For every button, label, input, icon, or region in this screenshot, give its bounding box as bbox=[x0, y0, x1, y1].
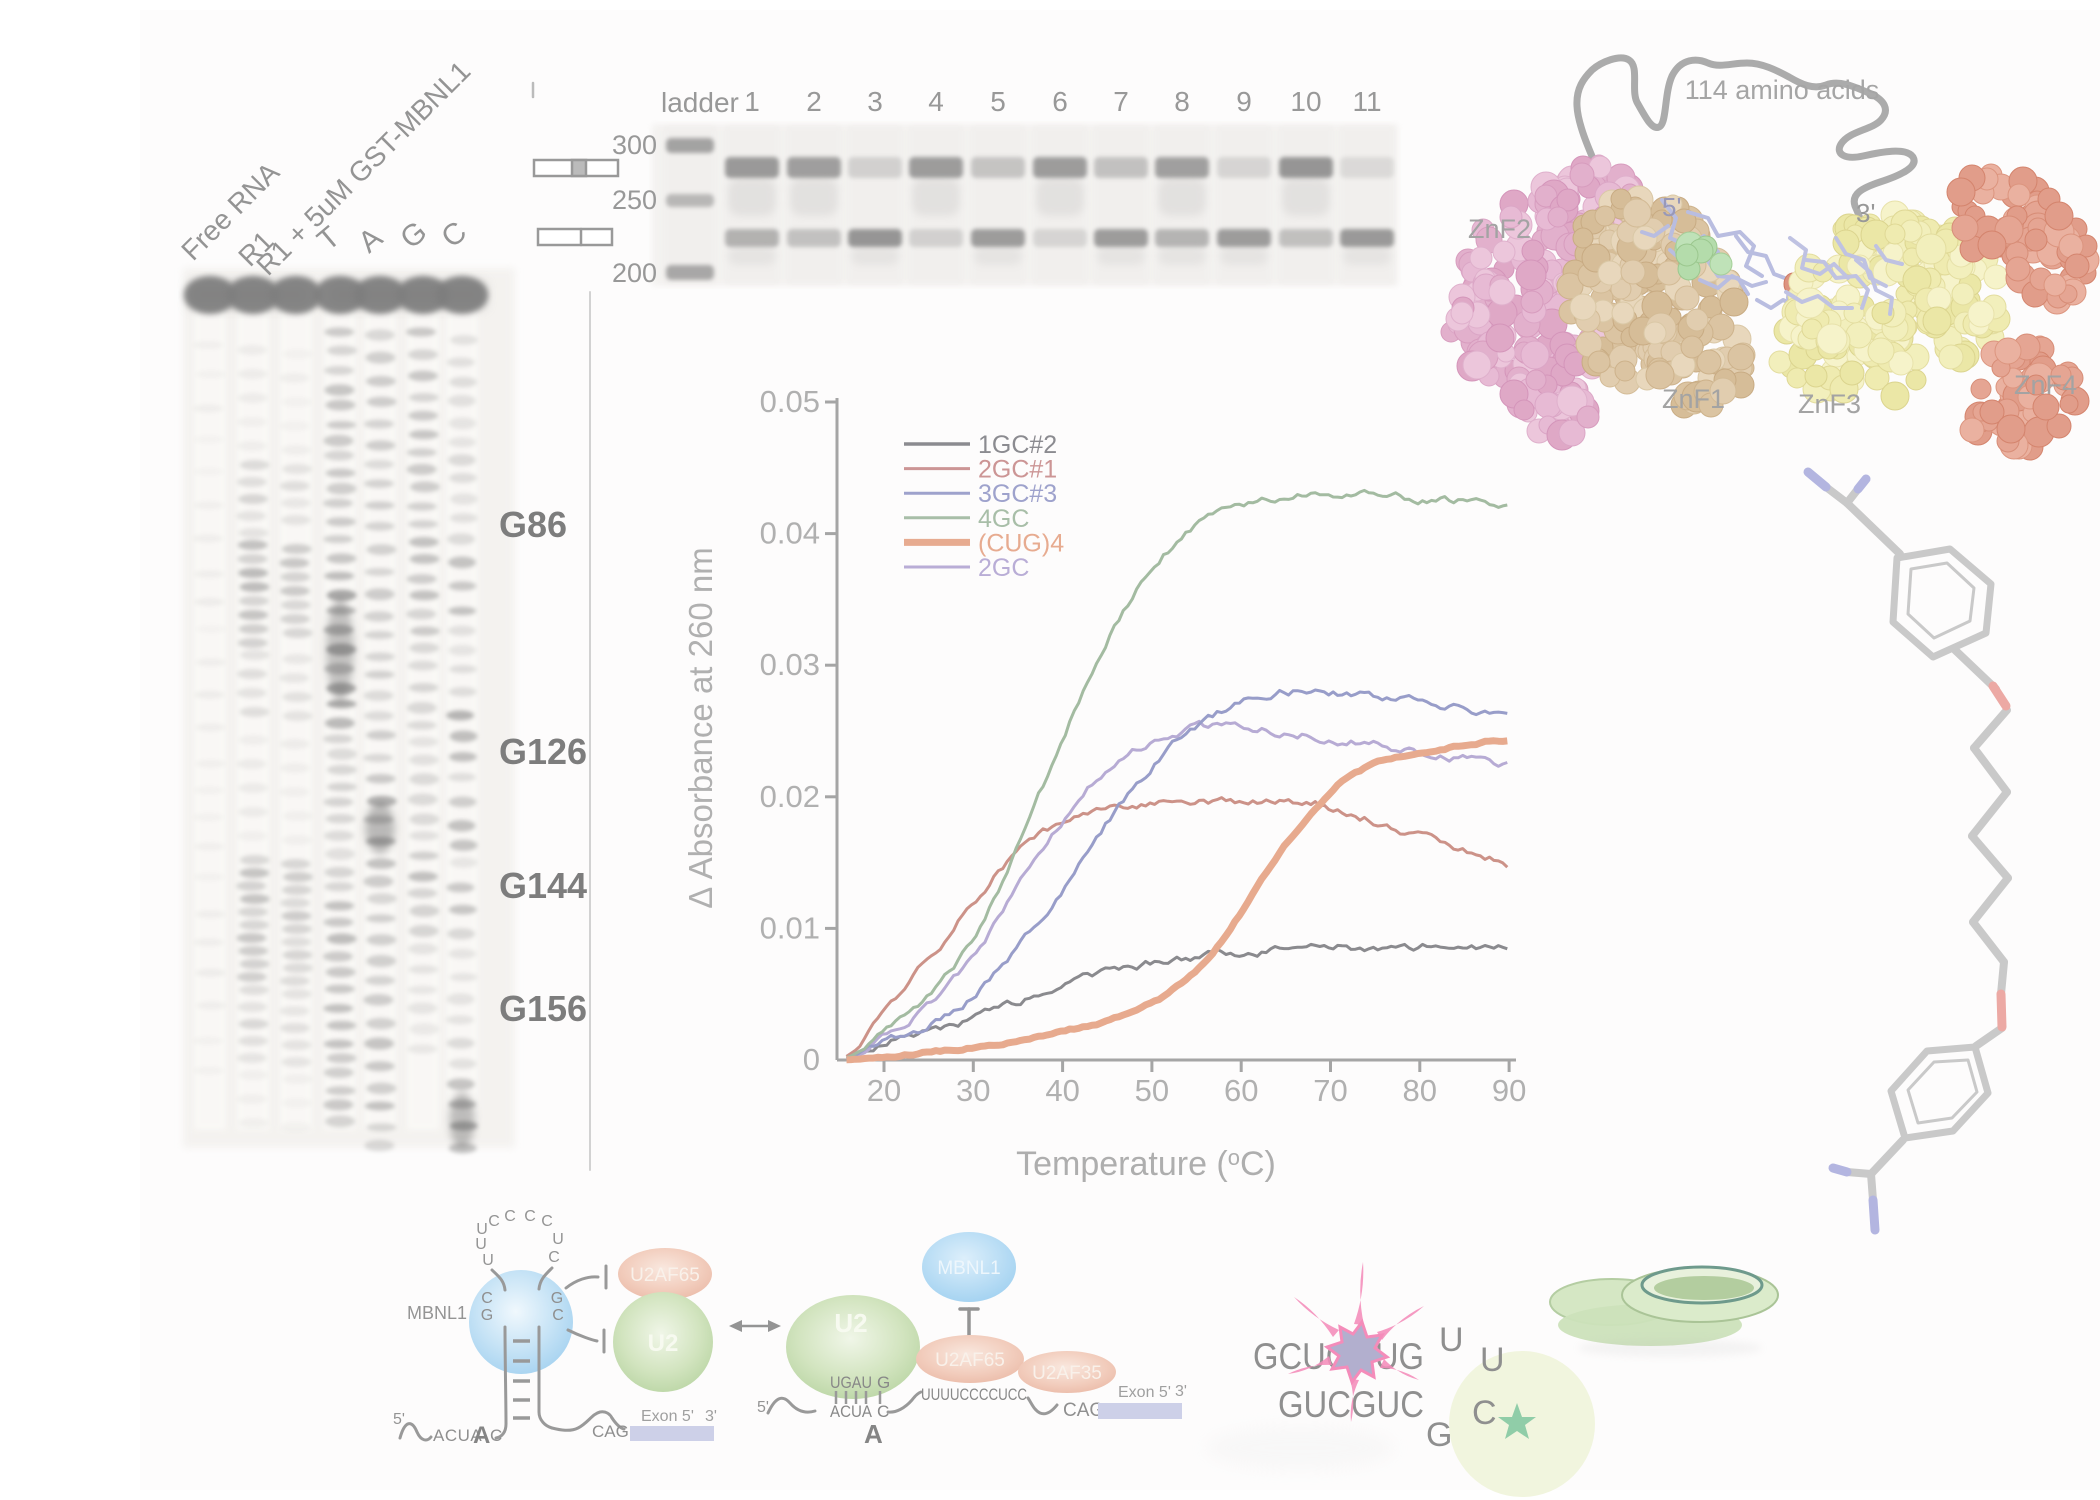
svg-text:0.01: 0.01 bbox=[760, 910, 820, 945]
svg-text:A: A bbox=[473, 1422, 490, 1449]
svg-text:4: 4 bbox=[928, 86, 944, 117]
svg-text:7: 7 bbox=[1113, 86, 1129, 117]
svg-text:250: 250 bbox=[612, 185, 657, 215]
svg-text:CAG: CAG bbox=[592, 1422, 629, 1441]
svg-text:3': 3' bbox=[1856, 198, 1875, 228]
svg-text:5: 5 bbox=[990, 86, 1006, 117]
svg-text:ladder: ladder bbox=[661, 87, 739, 118]
svg-text:3': 3' bbox=[705, 1408, 717, 1425]
svg-text:ACUA: ACUA bbox=[830, 1402, 873, 1421]
svg-text:40: 40 bbox=[1045, 1073, 1079, 1108]
svg-text:UUUUCCCCUCC: UUUUCCCCUCC bbox=[921, 1385, 1027, 1404]
svg-text:3: 3 bbox=[867, 86, 883, 117]
svg-text:Exon 5': Exon 5' bbox=[641, 1408, 694, 1425]
svg-text:Exon 5': Exon 5' bbox=[1118, 1384, 1171, 1401]
svg-text:80: 80 bbox=[1403, 1073, 1437, 1108]
svg-text:30: 30 bbox=[956, 1073, 990, 1108]
svg-text:10: 10 bbox=[1290, 86, 1321, 117]
svg-text:8: 8 bbox=[1174, 86, 1190, 117]
svg-text:0.03: 0.03 bbox=[760, 647, 820, 682]
svg-text:UGAU: UGAU bbox=[830, 1373, 872, 1392]
svg-text:1: 1 bbox=[744, 86, 760, 117]
svg-text:U: U bbox=[476, 1221, 488, 1238]
svg-text:5': 5' bbox=[1662, 192, 1681, 222]
svg-text:70: 70 bbox=[1313, 1073, 1347, 1108]
svg-text:U: U bbox=[475, 1236, 487, 1253]
svg-text:0.05: 0.05 bbox=[760, 384, 820, 419]
svg-text:G: G bbox=[481, 1307, 493, 1324]
svg-text:2GC#1: 2GC#1 bbox=[978, 456, 1057, 484]
svg-text:ZnF1: ZnF1 bbox=[1662, 384, 1725, 414]
svg-text:G: G bbox=[877, 1373, 890, 1392]
svg-text:ZnF4: ZnF4 bbox=[2014, 370, 2077, 400]
svg-text:C: C bbox=[541, 1213, 553, 1230]
svg-text:50: 50 bbox=[1135, 1073, 1169, 1108]
svg-text:3': 3' bbox=[1175, 1383, 1187, 1400]
svg-text:CAG: CAG bbox=[1063, 1400, 1104, 1421]
svg-text:U: U bbox=[1439, 1321, 1464, 1359]
svg-text:A: A bbox=[864, 1419, 883, 1449]
svg-text:0: 0 bbox=[803, 1042, 820, 1077]
svg-text:U2: U2 bbox=[648, 1330, 679, 1357]
svg-text:C: C bbox=[488, 1213, 500, 1230]
svg-text:114 amino acids: 114 amino acids bbox=[1685, 75, 1880, 105]
svg-text:1GC#2: 1GC#2 bbox=[978, 431, 1057, 459]
svg-text:U: U bbox=[1480, 1341, 1505, 1379]
svg-text:C: C bbox=[490, 1426, 502, 1445]
svg-text:200: 200 bbox=[612, 258, 657, 288]
svg-text:(CUG)4: (CUG)4 bbox=[978, 529, 1064, 557]
svg-text:G: G bbox=[1426, 1416, 1452, 1454]
svg-text:U: U bbox=[482, 1252, 494, 1269]
svg-text:Δ Absorbance at 260 nm: Δ Absorbance at 260 nm bbox=[682, 547, 719, 908]
svg-text:300: 300 bbox=[612, 130, 657, 160]
svg-text:ZnF2: ZnF2 bbox=[1468, 214, 1531, 244]
svg-text:2: 2 bbox=[806, 86, 822, 117]
svg-text:ACUA: ACUA bbox=[433, 1426, 482, 1445]
svg-text:U2: U2 bbox=[834, 1308, 867, 1338]
svg-text:U: U bbox=[552, 1231, 564, 1248]
svg-text:C: C bbox=[552, 1307, 564, 1324]
svg-text:6: 6 bbox=[1052, 86, 1068, 117]
svg-text:C: C bbox=[481, 1290, 493, 1307]
svg-text:U2AF35: U2AF35 bbox=[1032, 1363, 1102, 1384]
svg-text:11: 11 bbox=[1352, 86, 1381, 117]
svg-text:3GC#3: 3GC#3 bbox=[978, 480, 1057, 508]
svg-text:C: C bbox=[504, 1208, 516, 1225]
svg-text:0.02: 0.02 bbox=[760, 779, 820, 814]
svg-text:60: 60 bbox=[1224, 1073, 1258, 1108]
svg-text:9: 9 bbox=[1236, 86, 1252, 117]
svg-text:5': 5' bbox=[757, 1399, 769, 1416]
svg-text:MBNL1: MBNL1 bbox=[407, 1303, 467, 1323]
svg-text:ZnF3: ZnF3 bbox=[1798, 389, 1861, 419]
svg-text:5': 5' bbox=[393, 1411, 405, 1428]
svg-text:G126: G126 bbox=[499, 731, 587, 772]
svg-text:2GC: 2GC bbox=[978, 554, 1029, 582]
svg-text:20: 20 bbox=[867, 1073, 901, 1108]
svg-text:G144: G144 bbox=[499, 865, 587, 906]
svg-text:90: 90 bbox=[1492, 1073, 1526, 1108]
svg-text:G156: G156 bbox=[499, 988, 587, 1029]
svg-text:U2AF65: U2AF65 bbox=[935, 1350, 1005, 1371]
svg-text:C: C bbox=[524, 1208, 536, 1225]
svg-text:G: G bbox=[551, 1290, 563, 1307]
svg-text:0.04: 0.04 bbox=[760, 516, 820, 551]
svg-text:MBNL1: MBNL1 bbox=[937, 1258, 1000, 1279]
svg-text:C: C bbox=[877, 1402, 889, 1421]
svg-text:C: C bbox=[1472, 1394, 1497, 1432]
svg-text:U2AF65: U2AF65 bbox=[630, 1265, 700, 1286]
svg-text:G86: G86 bbox=[499, 504, 567, 545]
svg-text:C: C bbox=[548, 1249, 560, 1266]
svg-text:4GC: 4GC bbox=[978, 505, 1029, 533]
